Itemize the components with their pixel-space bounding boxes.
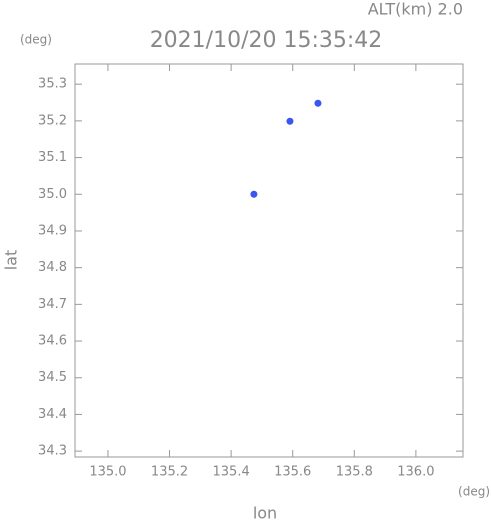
y-tick-label: 34.6 xyxy=(38,334,67,349)
point xyxy=(250,190,258,198)
x-axis-label: lon xyxy=(253,504,277,521)
y-tick-label: 35.2 xyxy=(38,113,67,128)
x-tick-label: 135.4 xyxy=(213,465,250,480)
chart-title: 2021/10/20 15:35:42 xyxy=(150,28,383,53)
x-unit: (deg) xyxy=(458,485,490,499)
x-tick-label: 136.0 xyxy=(397,465,434,480)
x-tick-label: 135.8 xyxy=(336,465,373,480)
y-tick-label: 35.3 xyxy=(38,77,67,92)
x-tick-label: 135.6 xyxy=(274,465,311,480)
y-tick-label: 35.1 xyxy=(38,150,67,165)
subtitle: ALT(km) 2.0 xyxy=(368,0,463,19)
point xyxy=(314,99,322,107)
y-tick-label: 34.5 xyxy=(38,370,67,385)
y-axis-label: lat xyxy=(2,250,21,271)
y-tick-label: 34.7 xyxy=(38,297,67,312)
y-tick-label: 34.8 xyxy=(38,260,67,275)
x-tick-label: 135.2 xyxy=(151,465,188,480)
y-tick-label: 35.0 xyxy=(38,187,67,202)
y-tick-label: 34.9 xyxy=(38,223,67,238)
plot-frame xyxy=(74,63,464,458)
y-tick-label: 34.4 xyxy=(38,407,67,422)
point xyxy=(286,117,294,125)
y-unit: (deg) xyxy=(20,33,52,47)
x-tick-label: 135.0 xyxy=(89,465,126,480)
y-tick-label: 34.3 xyxy=(38,444,67,459)
